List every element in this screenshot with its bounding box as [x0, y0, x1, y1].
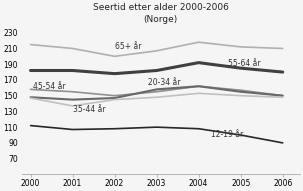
Text: 20-34 år: 20-34 år [148, 78, 181, 87]
Text: 45-54 år: 45-54 år [33, 82, 65, 91]
Text: 65+ år: 65+ år [115, 42, 141, 51]
Title: Seertid etter alder 2000-2006
(Norge): Seertid etter alder 2000-2006 (Norge) [93, 3, 229, 24]
Text: 55-64 år: 55-64 år [228, 59, 261, 68]
Text: 12-19 år: 12-19 år [211, 130, 244, 139]
Text: 35-44 år: 35-44 år [73, 104, 105, 114]
